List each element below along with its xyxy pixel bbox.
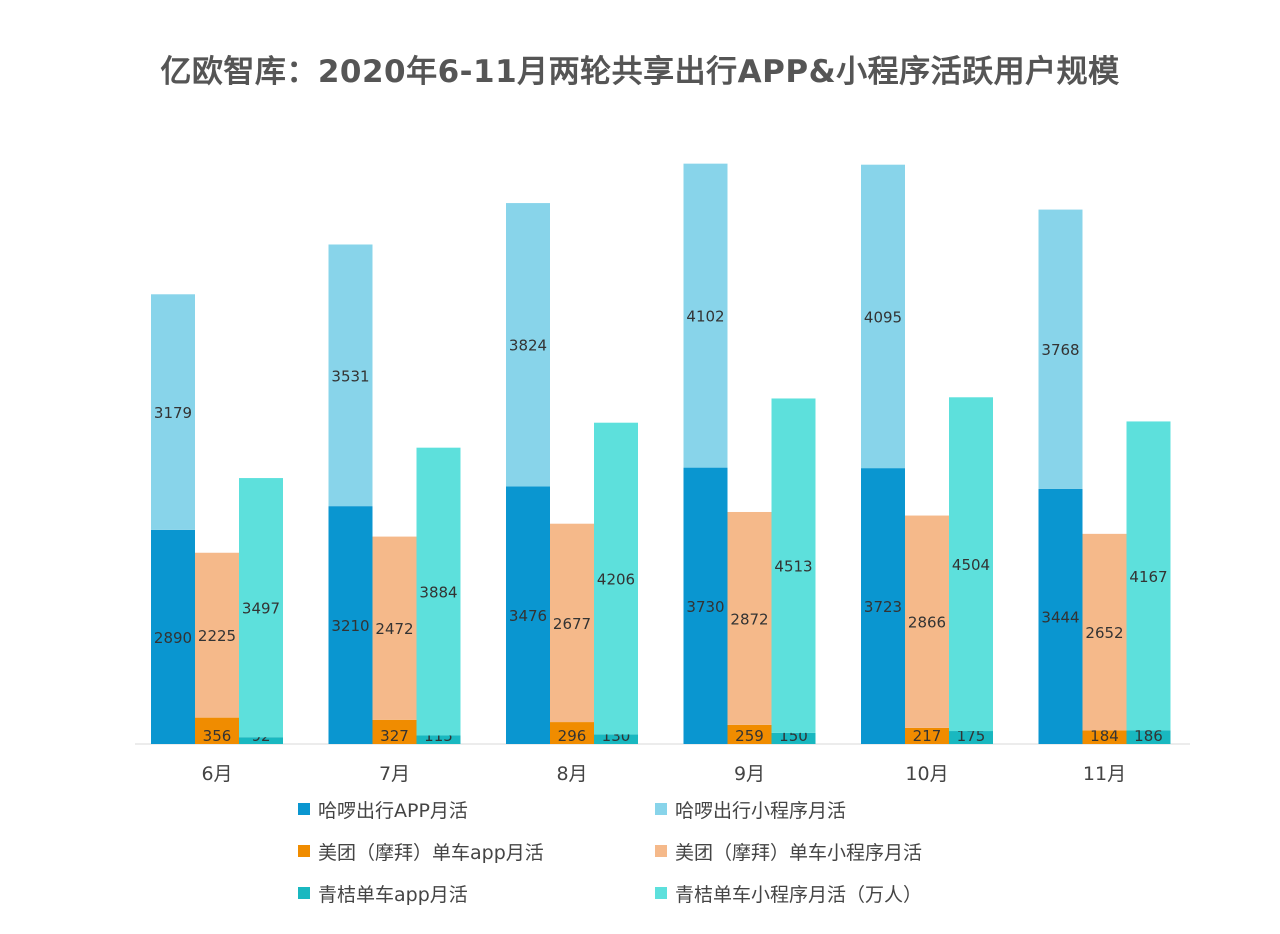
bar-segment <box>727 511 772 725</box>
bar-segment <box>239 478 283 738</box>
bar-segment <box>506 203 550 487</box>
data-label: 4095 <box>864 308 902 326</box>
data-label: 2677 <box>553 615 591 633</box>
data-label: 3531 <box>331 367 369 385</box>
data-label: 3444 <box>1041 608 1079 626</box>
bar-segment <box>1126 421 1171 731</box>
bar-segment <box>771 732 816 744</box>
bar-segment <box>905 727 949 744</box>
bar-segment <box>683 467 728 744</box>
data-label: 2866 <box>908 614 946 632</box>
legend-label: 美团（摩拜）单车app月活 <box>318 841 544 864</box>
data-label: 3723 <box>864 598 902 616</box>
x-tick-label: 7月 <box>379 763 410 785</box>
bar-segment <box>861 468 905 744</box>
data-label: 184 <box>1090 727 1119 745</box>
bar-segment <box>1038 209 1083 489</box>
bar-segment <box>416 735 461 744</box>
data-label: 356 <box>203 727 232 745</box>
legend-item: 哈啰出行APP月活 <box>298 796 655 822</box>
bar-segment <box>328 244 373 507</box>
data-label: 4504 <box>952 556 990 574</box>
bar-segment <box>550 722 594 744</box>
x-tick-label: 6月 <box>201 763 232 785</box>
bar-segment <box>683 163 728 468</box>
legend-swatch <box>655 803 667 815</box>
legend-label: 青桔单车小程序月活（万人） <box>675 883 923 906</box>
data-label: 2652 <box>1085 624 1123 642</box>
data-label: 2472 <box>375 620 413 638</box>
data-label: 3476 <box>509 607 547 625</box>
legend: 哈啰出行APP月活 哈啰出行小程序月活美团（摩拜）单车app月活 美团（摩拜）单车小… <box>298 796 1015 906</box>
data-label: 3730 <box>686 598 724 616</box>
data-label: 4206 <box>597 571 635 589</box>
bar-segment <box>594 422 638 735</box>
bar-segment <box>727 724 772 744</box>
bar-segment <box>195 717 239 744</box>
bar-segment <box>949 397 993 732</box>
legend-item: 美团（摩拜）单车app月活 <box>298 838 655 864</box>
bar-segment <box>1038 488 1083 744</box>
data-label: 3497 <box>242 600 280 618</box>
bar-segment <box>771 398 816 733</box>
bar-segment <box>861 164 905 469</box>
data-label: 2225 <box>198 627 236 645</box>
legend-item: 青桔单车app月活 <box>298 880 655 906</box>
legend-label: 哈啰出行小程序月活 <box>675 799 847 822</box>
data-label: 3824 <box>509 337 547 355</box>
bar-segment <box>416 447 461 736</box>
data-label: 4102 <box>686 308 724 326</box>
bar-segment <box>239 737 283 744</box>
bar-segment <box>151 529 195 744</box>
legend-swatch <box>655 845 667 857</box>
bar-segment <box>594 734 638 744</box>
bar-segment <box>1082 730 1127 744</box>
data-label: 2890 <box>154 629 192 647</box>
bar-segment <box>372 536 417 720</box>
chart-title: 亿欧智库：2020年6-11月两轮共享出行APP&小程序活跃用户规模 <box>160 54 1120 90</box>
bar-segment <box>550 523 594 723</box>
legend-swatch <box>298 887 310 899</box>
data-label: 175 <box>957 727 986 745</box>
data-label: 3210 <box>331 617 369 635</box>
legend-swatch <box>298 803 310 815</box>
data-label: 217 <box>913 727 942 745</box>
legend-label: 青桔单车app月活 <box>318 883 468 906</box>
legend-item: 美团（摩拜）单车小程序月活 <box>655 838 1015 864</box>
legend-item: 青桔单车小程序月活（万人） <box>655 880 1015 906</box>
bar-segment <box>372 719 417 744</box>
bar-segment <box>905 515 949 728</box>
bar-segment <box>1082 533 1127 731</box>
x-tick-label: 9月 <box>734 763 765 785</box>
data-label: 3179 <box>154 404 192 422</box>
data-label: 296 <box>558 727 587 745</box>
x-tick-label: 8月 <box>556 763 587 785</box>
x-tick-label: 11月 <box>1083 763 1126 785</box>
data-label: 4513 <box>774 558 812 576</box>
data-label: 259 <box>735 727 764 745</box>
bar-segment <box>1126 730 1171 744</box>
legend-swatch <box>655 887 667 899</box>
data-label: 3768 <box>1041 341 1079 359</box>
legend-swatch <box>298 845 310 857</box>
bar-segment <box>195 552 239 718</box>
legend-item: 哈啰出行小程序月活 <box>655 796 1015 822</box>
legend-label: 哈啰出行APP月活 <box>318 799 468 822</box>
legend-label: 美团（摩拜）单车小程序月活 <box>675 841 923 864</box>
data-label: 2872 <box>730 610 768 628</box>
data-label: 186 <box>1134 727 1163 745</box>
bar-segment <box>506 486 550 744</box>
bar-segment <box>151 294 195 530</box>
data-label: 327 <box>380 727 409 745</box>
bar-segment <box>328 506 373 744</box>
data-label: 4167 <box>1129 568 1167 586</box>
x-tick-label: 10月 <box>905 763 948 785</box>
data-label: 3884 <box>419 584 457 602</box>
bar-segment <box>949 731 993 744</box>
